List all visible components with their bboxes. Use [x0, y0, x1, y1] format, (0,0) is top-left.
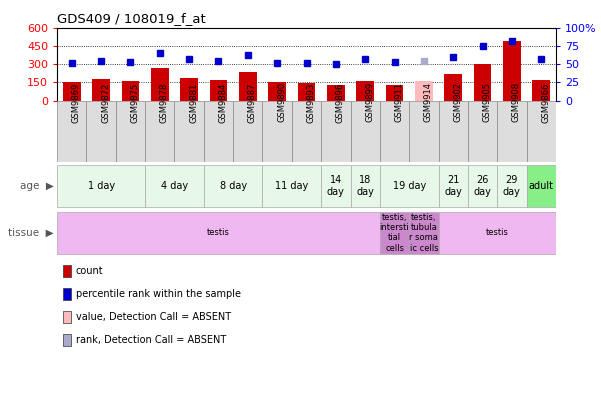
Text: 26
day: 26 day — [474, 175, 492, 197]
Bar — [409, 101, 439, 162]
Bar — [57, 165, 145, 207]
Bar — [263, 101, 292, 162]
Text: rank, Detection Call = ABSENT: rank, Detection Call = ABSENT — [76, 335, 226, 345]
Bar — [174, 101, 204, 162]
Bar — [63, 82, 81, 101]
Bar — [116, 101, 145, 162]
Bar — [239, 72, 257, 101]
Bar — [526, 165, 556, 207]
Text: testis: testis — [486, 228, 508, 237]
Bar — [356, 81, 374, 101]
Bar — [327, 85, 344, 101]
Bar — [526, 101, 556, 162]
Text: tissue  ▶: tissue ▶ — [8, 228, 54, 238]
Text: GSM9869: GSM9869 — [72, 82, 81, 122]
Text: GSM9875: GSM9875 — [130, 82, 139, 122]
Bar — [439, 101, 468, 162]
Bar — [532, 80, 550, 101]
Text: GSM9884: GSM9884 — [219, 82, 228, 122]
Text: GSM9893: GSM9893 — [307, 82, 316, 122]
Text: testis,
intersti
tial
cells: testis, intersti tial cells — [380, 213, 409, 253]
Text: GSM9872: GSM9872 — [101, 82, 110, 122]
Text: GSM9899: GSM9899 — [365, 82, 374, 122]
Text: testis: testis — [207, 228, 230, 237]
Text: 4 day: 4 day — [161, 181, 188, 191]
Bar — [204, 101, 233, 162]
Bar — [321, 165, 350, 207]
Text: GSM9914: GSM9914 — [424, 82, 433, 122]
Bar — [57, 212, 380, 253]
Text: 11 day: 11 day — [275, 181, 308, 191]
Text: count: count — [76, 266, 103, 276]
Bar — [180, 78, 198, 101]
Bar — [57, 101, 87, 162]
Bar — [233, 101, 263, 162]
Bar — [93, 79, 110, 101]
Bar — [474, 63, 492, 101]
Text: GSM9866: GSM9866 — [542, 82, 551, 123]
Bar — [386, 85, 403, 101]
Bar — [292, 101, 321, 162]
Text: GSM9881: GSM9881 — [189, 82, 198, 122]
Bar — [350, 165, 380, 207]
Text: GSM9878: GSM9878 — [160, 82, 169, 123]
Bar — [439, 165, 468, 207]
Text: percentile rank within the sample: percentile rank within the sample — [76, 289, 241, 299]
Text: GSM9887: GSM9887 — [248, 82, 257, 123]
Text: 19 day: 19 day — [392, 181, 426, 191]
Text: adult: adult — [529, 181, 554, 191]
Bar — [145, 101, 174, 162]
Bar — [263, 165, 321, 207]
Text: GSM9896: GSM9896 — [336, 82, 345, 122]
Bar — [415, 82, 433, 101]
Bar — [121, 81, 139, 101]
Text: GSM9911: GSM9911 — [394, 82, 403, 122]
Bar — [380, 165, 439, 207]
Bar — [468, 101, 497, 162]
Bar — [380, 101, 409, 162]
Text: value, Detection Call = ABSENT: value, Detection Call = ABSENT — [76, 312, 231, 322]
Bar — [497, 101, 526, 162]
Bar — [497, 165, 526, 207]
Bar — [350, 101, 380, 162]
Text: GDS409 / 108019_f_at: GDS409 / 108019_f_at — [57, 12, 206, 25]
Bar — [503, 41, 520, 101]
Text: 18
day: 18 day — [356, 175, 374, 197]
Bar — [321, 101, 350, 162]
Bar — [204, 165, 263, 207]
Bar — [87, 101, 116, 162]
Bar — [297, 83, 316, 101]
Text: age  ▶: age ▶ — [20, 181, 54, 191]
Text: 8 day: 8 day — [219, 181, 247, 191]
Bar — [439, 212, 556, 253]
Bar — [269, 82, 286, 101]
Text: GSM9890: GSM9890 — [277, 82, 286, 122]
Text: 14
day: 14 day — [327, 175, 345, 197]
Text: 1 day: 1 day — [88, 181, 115, 191]
Bar — [380, 212, 409, 253]
Text: testis,
tubula
r soma
ic cells: testis, tubula r soma ic cells — [409, 213, 438, 253]
Bar — [151, 69, 169, 101]
Bar — [409, 212, 439, 253]
Bar — [145, 165, 204, 207]
Text: GSM9905: GSM9905 — [483, 82, 492, 122]
Bar — [468, 165, 497, 207]
Text: 21
day: 21 day — [444, 175, 462, 197]
Text: GSM9902: GSM9902 — [453, 82, 462, 122]
Text: 29
day: 29 day — [503, 175, 521, 197]
Text: GSM9908: GSM9908 — [512, 82, 521, 122]
Bar — [210, 80, 227, 101]
Bar — [444, 74, 462, 101]
